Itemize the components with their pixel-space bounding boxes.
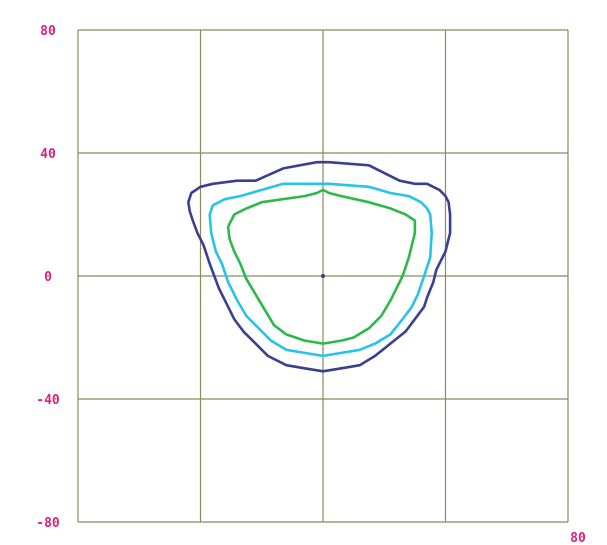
- contour-inner-line: [226, 188, 417, 345]
- y-tick-label: 80: [40, 24, 56, 39]
- series-group: [187, 160, 452, 373]
- origin-point: [321, 274, 325, 278]
- contour-middle-line: [208, 182, 434, 358]
- y-tick-label: 40: [40, 147, 56, 162]
- tick-labels: 80 40 0 -40 -80 80: [36, 24, 586, 545]
- x-tick-label: 80: [570, 531, 586, 545]
- contour-outer-line: [187, 160, 452, 373]
- y-tick-label: -80: [36, 516, 60, 531]
- y-tick-label: 0: [44, 270, 52, 285]
- y-tick-label: -40: [36, 393, 60, 408]
- origin-marker-group: [321, 274, 325, 278]
- grid: [77, 29, 569, 523]
